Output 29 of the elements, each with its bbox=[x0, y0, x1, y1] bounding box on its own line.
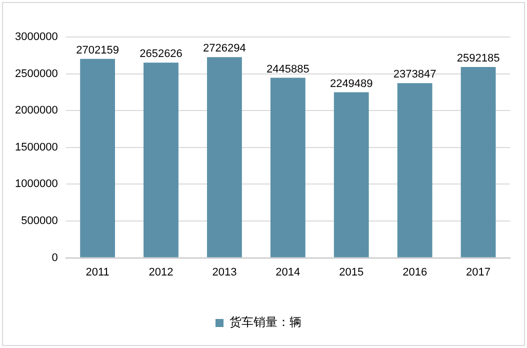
data-label: 2445885 bbox=[266, 63, 310, 76]
data-label: 2652626 bbox=[140, 48, 182, 60]
y-tick-label: 500000 bbox=[21, 215, 58, 228]
bar bbox=[460, 67, 496, 258]
x-tick-label: 2013 bbox=[212, 266, 237, 278]
bar bbox=[80, 58, 115, 258]
legend-label: 货车销量：辆 bbox=[230, 315, 302, 330]
x-tick-label: 2011 bbox=[86, 266, 110, 278]
bar bbox=[334, 92, 369, 258]
y-tick-label: 1000000 bbox=[14, 178, 58, 190]
data-label: 2592185 bbox=[456, 52, 500, 65]
data-label: 2702159 bbox=[76, 44, 119, 56]
data-label: 2373847 bbox=[393, 68, 436, 81]
x-tick-label: 2014 bbox=[276, 266, 300, 278]
y-tick-label: 1500000 bbox=[14, 141, 58, 154]
bar bbox=[270, 78, 306, 258]
y-tick-label: 2500000 bbox=[14, 68, 58, 80]
bar bbox=[207, 57, 242, 258]
data-label: 2726294 bbox=[203, 42, 246, 55]
bar bbox=[397, 83, 432, 258]
y-tick-label: 0 bbox=[52, 252, 58, 264]
x-tick-label: 2012 bbox=[148, 266, 174, 278]
y-tick-label: 3000000 bbox=[14, 31, 58, 44]
x-tick-label: 2015 bbox=[339, 266, 364, 278]
y-tick-label: 2000000 bbox=[14, 104, 58, 117]
bar bbox=[144, 62, 178, 258]
x-tick-label: 2016 bbox=[402, 266, 428, 278]
x-tick-label: 2017 bbox=[466, 266, 491, 278]
data-label: 2249489 bbox=[330, 78, 373, 90]
